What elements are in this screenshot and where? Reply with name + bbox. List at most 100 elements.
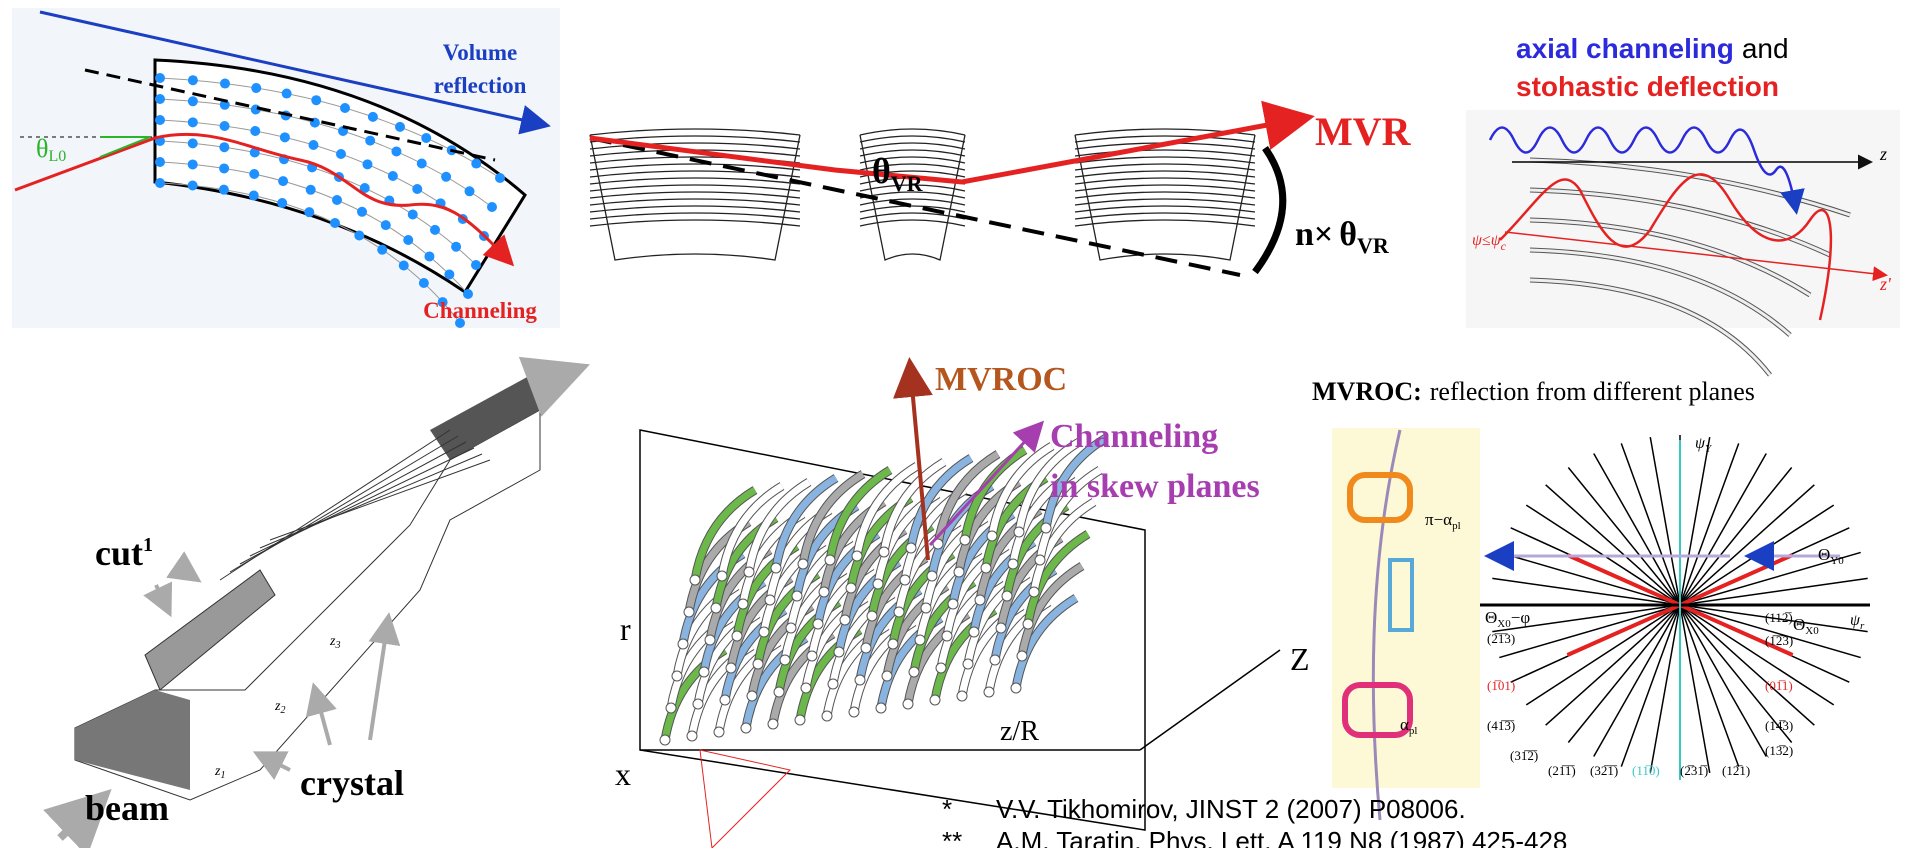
string-end (963, 659, 973, 669)
angle-symbol: θ (36, 134, 48, 163)
atom (340, 103, 350, 113)
atom (381, 220, 391, 230)
crystal-cut (145, 570, 275, 690)
atom (354, 231, 364, 241)
ref-mark: * (942, 794, 952, 824)
n-theta-vr: n×θVR (1295, 216, 1390, 258)
block-arc (1075, 171, 1255, 177)
sub: r (1860, 620, 1865, 632)
string-end (957, 691, 967, 701)
string-end (882, 671, 892, 681)
axial-panel: axial channelingand stohastic deflection… (1466, 33, 1900, 375)
atom (368, 112, 378, 122)
channeling-label: Channeling (1050, 418, 1218, 455)
atom (188, 117, 198, 127)
channeling-label: Channeling (423, 298, 537, 323)
beam-label: beam (85, 788, 169, 828)
string-end (801, 683, 811, 693)
skew-panel: MVROC Channeling in skew planes r x Z z/… (615, 361, 1310, 848)
symbol: θ (1339, 216, 1357, 253)
string-end (930, 695, 940, 705)
string-end (780, 655, 790, 665)
atom (220, 79, 230, 89)
vr-label: reflection (434, 73, 527, 98)
string-end (996, 623, 1006, 633)
atom (188, 181, 198, 191)
string-end (711, 603, 721, 613)
sub: VR (1357, 233, 1390, 258)
string-end (852, 551, 862, 561)
string-end (861, 643, 871, 653)
string-end (1029, 587, 1039, 597)
string-end (720, 695, 730, 705)
planes-heading: MVROC:reflection from different planes (1312, 377, 1755, 406)
angle-bracket (1255, 148, 1283, 272)
atom (188, 159, 198, 169)
block-arc (860, 143, 965, 149)
text: ψ≤ψ (1472, 232, 1502, 249)
string-end (969, 627, 979, 637)
block-arc (590, 192, 800, 198)
title-mid: and (1742, 33, 1789, 64)
string-end (795, 715, 805, 725)
atom (441, 172, 451, 182)
planes-panel: MVROC:reflection from different planes ψ… (1312, 377, 1877, 820)
block-arc (590, 220, 800, 226)
string-end (741, 723, 751, 733)
string-end (1008, 559, 1018, 569)
block-arc (1075, 185, 1255, 191)
atom (280, 132, 290, 142)
string-end (765, 595, 775, 605)
string-end (687, 731, 697, 741)
string-end (948, 599, 958, 609)
string-end (699, 667, 709, 677)
string-end (798, 559, 808, 569)
cut-arrow (156, 585, 168, 610)
z2-label: z' (1879, 274, 1892, 294)
atom (155, 178, 165, 188)
atom (188, 138, 198, 148)
atom (332, 195, 342, 205)
miller-index: (14̅3) (1765, 718, 1793, 733)
string-end (942, 631, 952, 641)
miller-index: (01̅1) (1765, 678, 1793, 693)
block-arc (1075, 178, 1255, 184)
sub: Y0 (1830, 555, 1844, 567)
atom (362, 159, 372, 169)
block-arc (590, 213, 800, 219)
miller-index: (1̅2̅3) (1765, 633, 1793, 648)
atom (311, 95, 321, 105)
block-arc (1075, 220, 1255, 226)
miller-index: (12̅1) (1722, 763, 1750, 778)
atom (188, 75, 198, 85)
atom (399, 261, 409, 271)
ref-text: V.V. Tikhomirov, JINST 2 (2007) P08006. (996, 794, 1466, 824)
atom (417, 159, 427, 169)
string-end (825, 555, 835, 565)
miller-index: (13̅2) (1765, 743, 1793, 758)
string-end (960, 535, 970, 545)
cut-label: cut1 (95, 533, 153, 573)
string-end (678, 639, 688, 649)
string-end (774, 687, 784, 697)
block-arc (590, 199, 800, 205)
symbol: π−α (1425, 510, 1452, 529)
atom (357, 207, 367, 217)
miller-index: (2̅1̅3) (1487, 631, 1515, 646)
block-arc (1075, 199, 1255, 205)
atom (471, 260, 481, 270)
string-end (813, 619, 823, 629)
atom (251, 83, 261, 93)
string-end (1014, 527, 1024, 537)
heading: MVROC: (1312, 377, 1422, 406)
string-end (759, 627, 769, 637)
crystal-label: crystal (300, 763, 404, 803)
atom (444, 269, 454, 279)
symbol: Θ (1485, 608, 1497, 627)
sub: X0 (1805, 625, 1819, 637)
string-end (672, 671, 682, 681)
atom (424, 251, 434, 261)
string-end (987, 531, 997, 541)
